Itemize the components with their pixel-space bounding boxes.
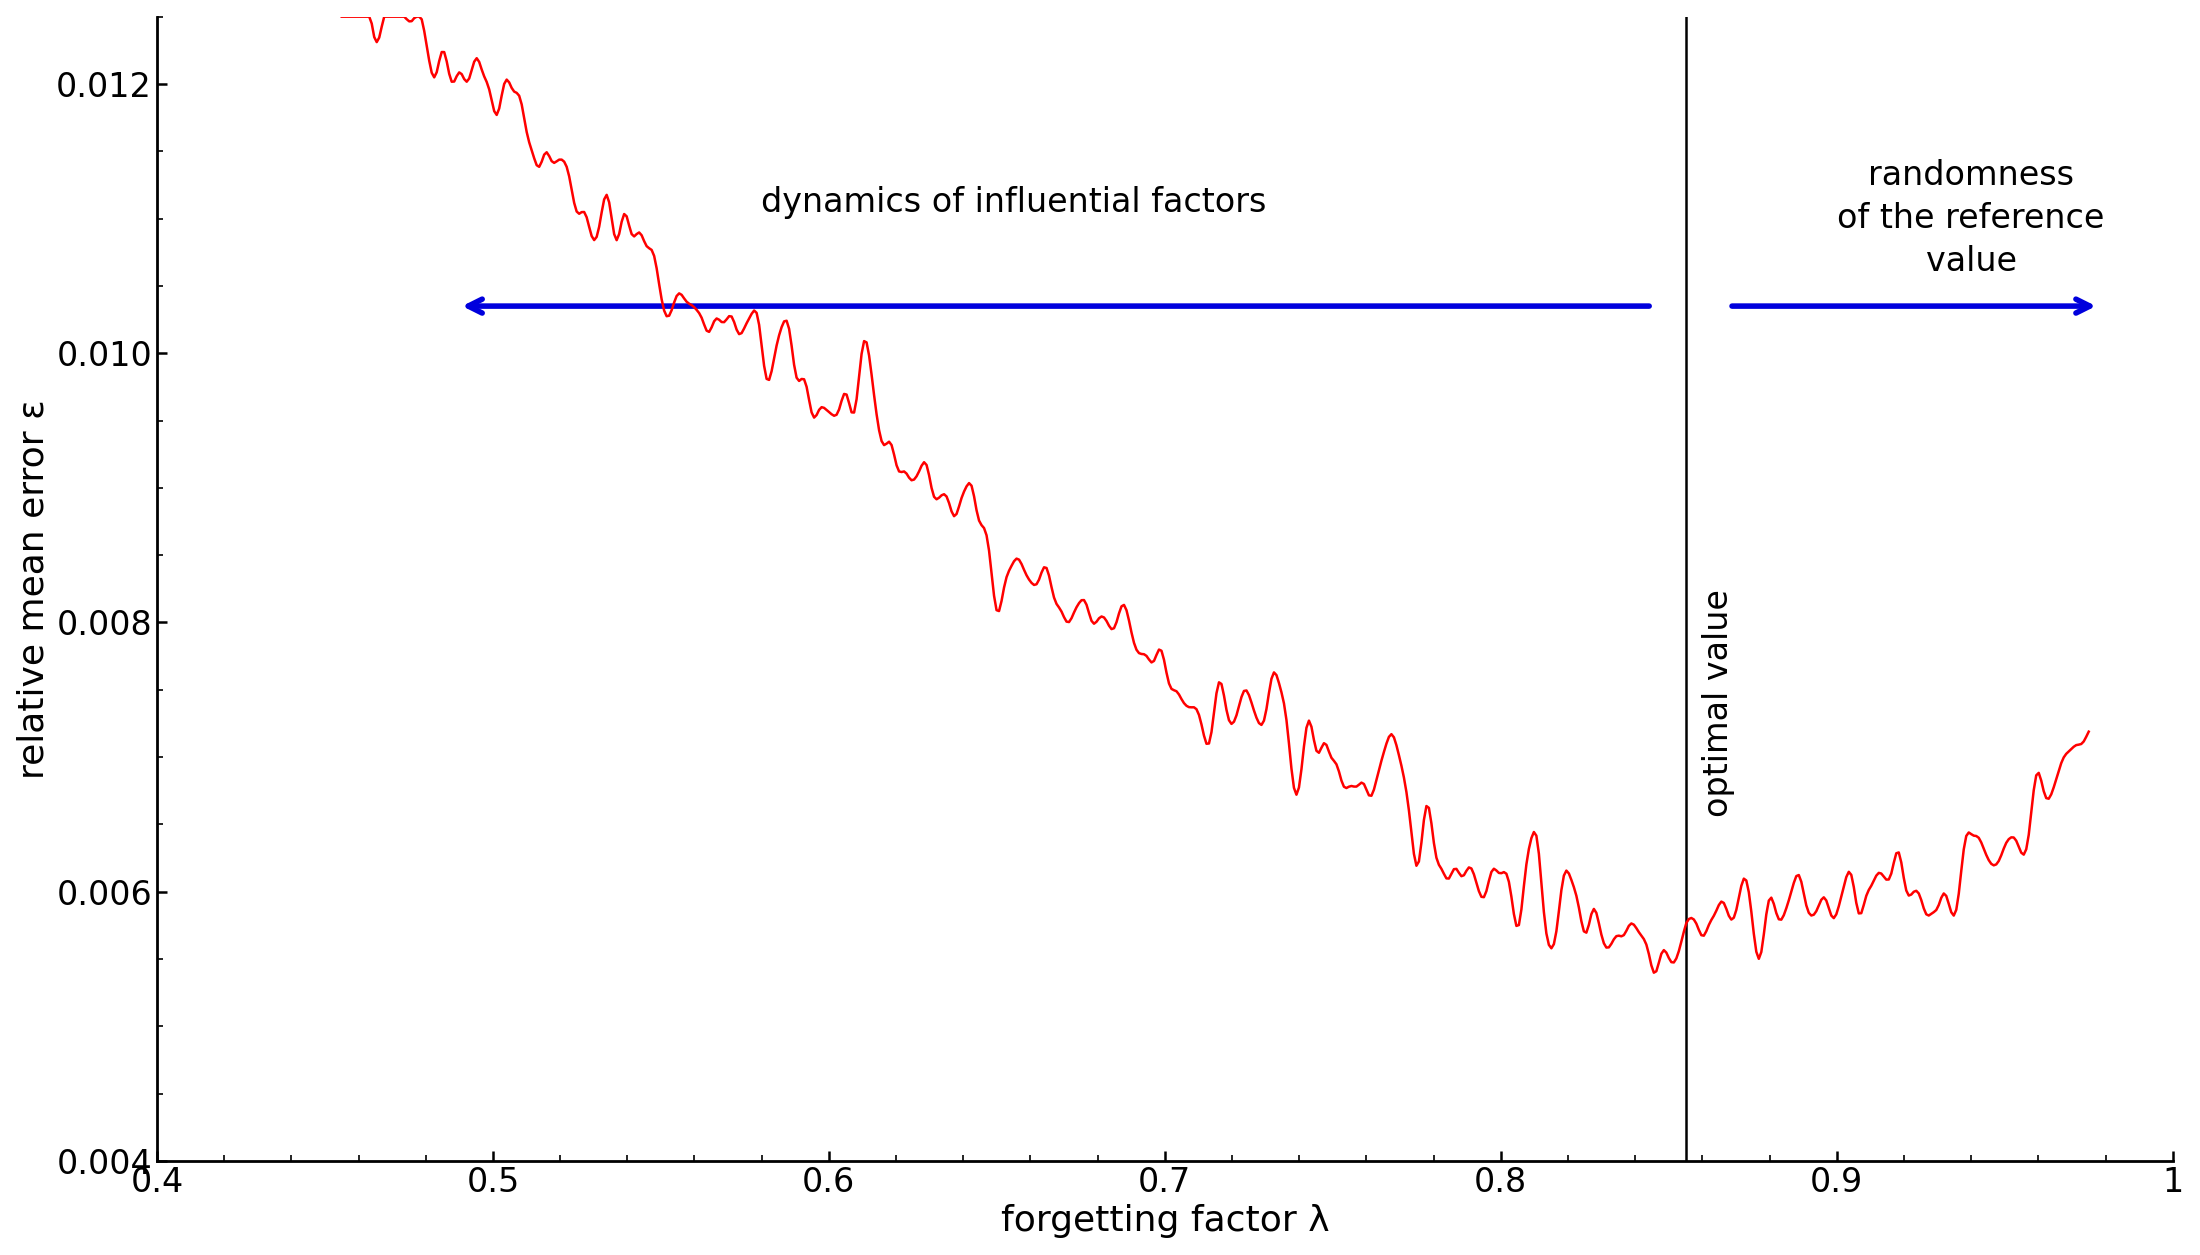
Y-axis label: relative mean error ε: relative mean error ε [18, 399, 51, 778]
Text: optimal value: optimal value [1703, 590, 1736, 817]
Text: randomness
of the reference
value: randomness of the reference value [1837, 158, 2105, 279]
X-axis label: forgetting factor λ: forgetting factor λ [1001, 1205, 1329, 1239]
Text: dynamics of influential factors: dynamics of influential factors [761, 186, 1267, 218]
